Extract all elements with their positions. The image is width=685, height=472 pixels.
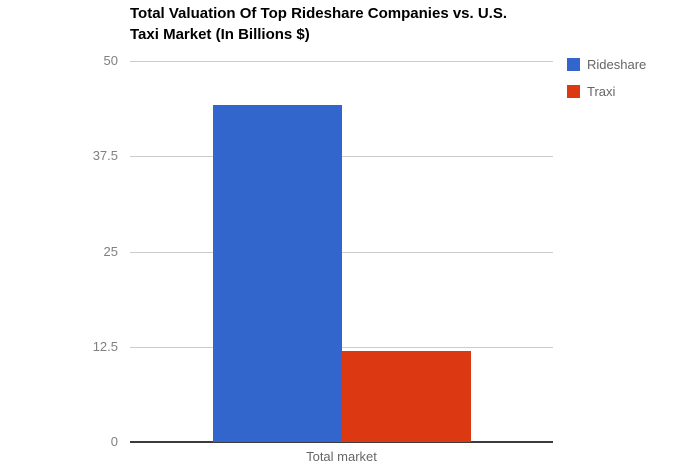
gridline-37.5 [130,156,553,158]
legend-item-traxi: Traxi [567,83,646,99]
legend: Rideshare Traxi [567,57,646,111]
chart-title: Total Valuation Of Top Rideshare Compani… [130,3,575,45]
chart-title-line2: Taxi Market (In Billions $) [130,26,310,43]
legend-swatch-icon [567,84,580,98]
x-axis-line [130,441,553,443]
plot-area [130,61,553,443]
x-axis-category-label: Total market [306,449,377,464]
y-tick-label-0: 0 [110,434,118,449]
y-tick-label-12.5: 12.5 [92,338,118,354]
bar-rideshare [212,105,342,442]
chart-title-line1: Total Valuation Of Top Rideshare Compani… [130,5,508,22]
y-tick-label-37.5: 37.5 [92,148,118,164]
gridline-25 [130,251,553,253]
legend-label: Traxi [587,83,616,99]
gridline-50 [130,61,553,62]
y-tick-label-25: 25 [103,243,118,259]
legend-label: Rideshare [587,56,647,72]
y-tick-label-50: 50 [103,53,118,68]
legend-swatch-icon [567,57,580,71]
gridline-12.5 [130,346,553,348]
bar-traxi [341,351,471,442]
legend-item-rideshare: Rideshare [567,56,647,72]
